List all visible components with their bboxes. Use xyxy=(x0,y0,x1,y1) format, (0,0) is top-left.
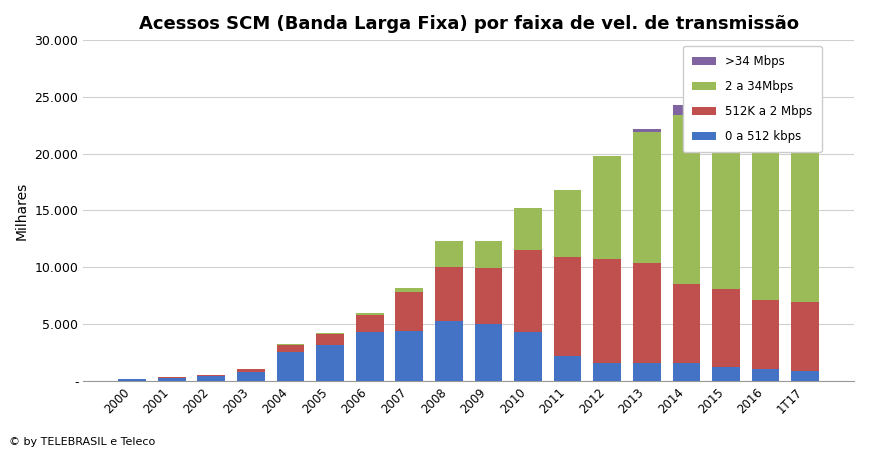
Bar xyxy=(792,110,819,302)
Bar xyxy=(554,190,581,257)
Text: © by TELEBRASIL e Teleco: © by TELEBRASIL e Teleco xyxy=(9,437,155,447)
Bar xyxy=(673,115,700,284)
Bar xyxy=(474,269,502,323)
Bar xyxy=(673,363,700,381)
Bar xyxy=(316,333,344,334)
Bar xyxy=(435,321,462,381)
Bar xyxy=(712,367,740,381)
Bar xyxy=(752,299,779,369)
Bar xyxy=(792,74,819,110)
Bar xyxy=(792,302,819,371)
Bar xyxy=(355,315,383,332)
Bar xyxy=(554,356,581,381)
Bar xyxy=(395,288,423,292)
Bar xyxy=(158,377,186,378)
Bar xyxy=(633,263,660,363)
Bar xyxy=(554,257,581,356)
Bar xyxy=(355,332,383,381)
Bar xyxy=(594,156,621,260)
Bar xyxy=(395,331,423,381)
Bar xyxy=(276,345,304,352)
Bar xyxy=(633,363,660,381)
Bar xyxy=(633,129,660,132)
Bar xyxy=(276,344,304,345)
Bar xyxy=(633,132,660,263)
Bar xyxy=(594,260,621,363)
Bar xyxy=(316,344,344,381)
Bar xyxy=(514,208,542,250)
Title: Acessos SCM (Banda Larga Fixa) por faixa de vel. de transmissão: Acessos SCM (Banda Larga Fixa) por faixa… xyxy=(139,15,799,33)
Y-axis label: Milhares: Milhares xyxy=(15,181,29,240)
Bar xyxy=(673,105,700,115)
Bar xyxy=(712,90,740,98)
Bar xyxy=(514,332,542,381)
Bar xyxy=(158,378,186,381)
Bar xyxy=(118,379,146,381)
Bar xyxy=(474,241,502,269)
Bar xyxy=(395,292,423,331)
Legend: >34 Mbps, 2 a 34Mbps, 512K a 2 Mbps, 0 a 512 kbps: >34 Mbps, 2 a 34Mbps, 512K a 2 Mbps, 0 a… xyxy=(683,46,822,152)
Bar xyxy=(752,369,779,381)
Bar xyxy=(197,374,225,376)
Bar xyxy=(435,267,462,321)
Bar xyxy=(514,250,542,332)
Bar xyxy=(752,108,779,299)
Bar xyxy=(355,313,383,315)
Bar xyxy=(276,352,304,381)
Bar xyxy=(673,284,700,363)
Bar xyxy=(316,334,344,344)
Bar xyxy=(594,363,621,381)
Bar xyxy=(435,241,462,267)
Bar xyxy=(197,376,225,381)
Bar xyxy=(237,372,265,381)
Bar xyxy=(237,369,265,372)
Bar xyxy=(712,98,740,289)
Bar xyxy=(752,79,779,108)
Bar xyxy=(792,371,819,381)
Bar xyxy=(474,323,502,381)
Bar xyxy=(712,289,740,367)
